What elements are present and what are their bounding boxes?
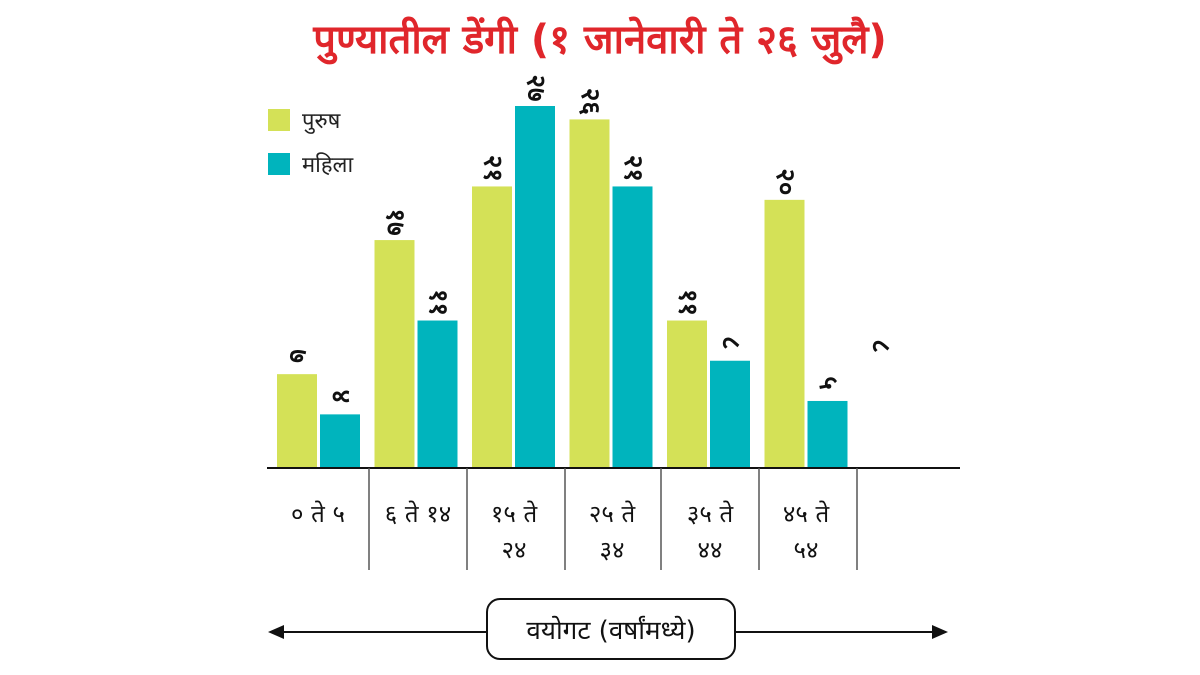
category-label-3-line-0: २५ ते [589,500,637,528]
data-label-male-1: १७ [380,209,410,236]
data-label-extra: ८ [866,339,896,353]
x-axis-caption-text: वयोगट (वर्षांमध्ये) [526,616,696,646]
data-label-female-1: ११ [423,289,453,316]
data-label-male-4: ११ [673,289,703,316]
category-label-1: ६ ते १४ [385,500,451,528]
legend: पुरुष महिला [268,98,353,186]
bar-female-0 [320,414,360,468]
data-label-female-2: २७ [521,74,551,101]
x-axis-caption: वयोगट (वर्षांमध्ये) [486,598,736,660]
bar-female-2 [515,106,555,468]
arrow-left-icon [268,625,284,639]
bar-female-1 [417,320,458,468]
data-label-male-2: २१ [478,155,508,182]
category-label-2-line-0: १५ ते [491,500,539,528]
legend-label-female: महिला [302,153,354,178]
bar-male-2 [472,186,512,468]
legend-swatch-female [268,153,290,175]
category-label-5-line-0: ४५ ते [783,500,831,528]
data-label-female-3: २१ [618,155,648,182]
chart-title: पुण्यातील डेंगी (१ जानेवारी ते २६ जुलै) [313,17,887,63]
category-label-4-line-0: ३५ ते [687,500,735,528]
data-label-male-3: २६ [575,88,605,115]
bar-female-3 [612,186,653,468]
legend-item-female: महिला [268,142,353,186]
bar-female-4 [710,360,750,468]
data-label-female-4: ८ [716,336,746,350]
bar-male-4 [667,320,707,468]
bar-male-0 [277,374,317,468]
category-label-3-line-1: ३४ [600,536,625,564]
legend-item-male: पुरुष [268,98,353,142]
legend-swatch-male [268,109,290,131]
bar-female-5 [807,400,848,468]
data-label-male-0: ७ [283,349,313,363]
category-label-5-line-1: ५४ [794,536,819,564]
bar-male-5 [764,199,805,468]
data-label-male-5: २० [770,168,800,195]
category-label-4-line-1: ४४ [698,536,723,564]
bar-male-3 [569,119,610,468]
category-label-2-line-1: २४ [502,536,527,564]
legend-label-male: पुरुष [302,109,341,134]
data-label-female-0: ४ [326,390,356,404]
category-label-0: ० ते ५ [291,500,345,528]
arrow-right-icon [932,625,948,639]
data-label-female-5: ५ [813,376,843,390]
bar-male-1 [374,240,415,468]
